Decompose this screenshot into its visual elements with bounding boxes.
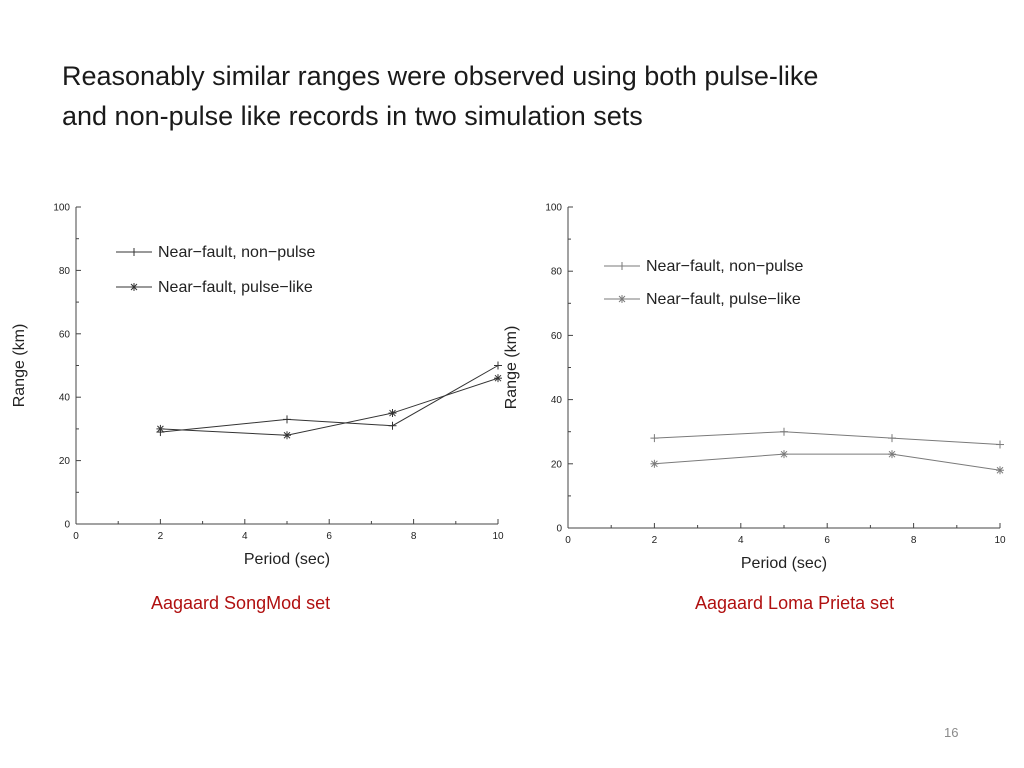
songmod-legend-1-marker-stroke xyxy=(130,283,138,291)
songmod-y-tick-label: 0 xyxy=(64,520,70,531)
loma-prieta-series-1-point xyxy=(650,459,659,468)
loma-prieta-series-1-point-stroke xyxy=(888,450,896,458)
songmod-x-tick-label: 0 xyxy=(73,531,79,542)
songmod-legend-1-label: Near−fault, pulse−like xyxy=(158,279,313,296)
slide-title: Reasonably similar ranges were observed … xyxy=(62,56,962,136)
loma-prieta-series-1-point-stroke xyxy=(651,460,658,468)
loma-prieta-series-0-point xyxy=(650,434,659,443)
songmod-series-0-line xyxy=(160,365,499,433)
songmod-x-tick-label: 4 xyxy=(242,531,248,542)
songmod-series-1-point xyxy=(283,431,291,440)
loma-prieta-series-1-point-stroke xyxy=(996,466,1004,474)
songmod-series-1-point xyxy=(494,374,502,383)
loma-prieta-x-tick-label: 8 xyxy=(911,535,917,546)
loma-prieta-y-tick-label: 0 xyxy=(556,524,562,535)
loma-prieta-y-tick-label: 60 xyxy=(551,331,563,342)
loma-prieta-series-0-point xyxy=(888,434,896,443)
songmod-series-0-point xyxy=(388,421,397,430)
songmod-series-1-point-stroke xyxy=(283,431,291,439)
songmod-x-tick-label: 6 xyxy=(326,531,332,542)
songmod-series-1-point-stroke xyxy=(389,409,396,417)
page-number: 16 xyxy=(944,725,959,740)
songmod-y-tick-label: 60 xyxy=(59,329,71,340)
loma-prieta-series-0-point xyxy=(780,427,788,436)
loma-prieta-x-axis-label: Period (sec) xyxy=(741,555,827,572)
loma-prieta-legend-1-marker xyxy=(618,295,626,303)
songmod-series-1-point xyxy=(388,409,397,418)
loma-prieta-x-tick-label: 4 xyxy=(738,535,744,546)
loma-prieta-series-1-point xyxy=(780,450,788,459)
songmod-y-tick-label: 80 xyxy=(59,266,71,277)
songmod-series-0-point xyxy=(494,361,502,370)
songmod-series-0-point xyxy=(283,415,291,424)
songmod-x-tick-label: 10 xyxy=(492,531,504,542)
loma-prieta-x-tick-label: 10 xyxy=(994,535,1006,546)
songmod-y-tick-label: 20 xyxy=(59,456,71,467)
songmod-series-1-point xyxy=(156,424,165,433)
slide-title-line: Reasonably similar ranges were observed … xyxy=(62,61,819,91)
loma-prieta-y-tick-label: 20 xyxy=(551,459,563,470)
songmod-chart: 0 20 40 60 80 100 0 2 4 6 8 10 Period (sec) Range (km… xyxy=(11,203,504,569)
loma-prieta-caption: Aagaard Loma Prieta set xyxy=(695,593,895,613)
loma-prieta-x-tick-label: 2 xyxy=(652,535,658,546)
songmod-x-axis-label: Period (sec) xyxy=(244,551,330,568)
loma-prieta-chart: 0 20 40 60 80 100 0 2 4 6 8 10 Period (sec) Range (km… xyxy=(503,203,1006,573)
songmod-legend-1-marker xyxy=(130,283,138,291)
songmod-caption: Aagaard SongMod set xyxy=(151,593,331,613)
loma-prieta-series-0-point xyxy=(996,440,1004,449)
songmod-series-1-point-stroke xyxy=(494,374,502,382)
loma-prieta-series-1-point xyxy=(996,466,1004,475)
songmod-series-1-point-stroke xyxy=(157,425,164,433)
loma-prieta-y-axis-label: Range (km) xyxy=(503,326,520,410)
loma-prieta-series-1-point xyxy=(888,450,896,459)
loma-prieta-y-tick-label: 100 xyxy=(545,203,562,214)
songmod-legend-0-marker xyxy=(130,248,138,256)
songmod-series-1-line xyxy=(160,377,499,436)
loma-prieta-y-tick-label: 40 xyxy=(551,395,563,406)
loma-prieta-series-1-point-stroke xyxy=(780,450,788,458)
songmod-x-tick-label: 8 xyxy=(411,531,417,542)
loma-prieta-series-0-line xyxy=(654,431,1001,446)
loma-prieta-x-tick-label: 0 xyxy=(565,535,571,546)
songmod-y-tick-label: 40 xyxy=(59,393,71,404)
loma-prieta-legend-0-marker xyxy=(618,262,626,270)
songmod-y-tick-label: 100 xyxy=(53,203,70,214)
songmod-legend-0-label: Near−fault, non−pulse xyxy=(158,244,316,261)
loma-prieta-legend-1-label: Near−fault, pulse−like xyxy=(646,291,801,308)
slide-title-line: and non-pulse like records in two simula… xyxy=(62,101,643,131)
songmod-x-tick-label: 2 xyxy=(158,531,164,542)
songmod-y-axis-label: Range (km) xyxy=(11,324,28,408)
loma-prieta-legend-1-marker-stroke xyxy=(618,295,626,303)
loma-prieta-series-1-line xyxy=(654,453,1001,471)
loma-prieta-legend-0-label: Near−fault, non−pulse xyxy=(646,258,804,275)
loma-prieta-x-tick-label: 6 xyxy=(824,535,830,546)
loma-prieta-y-tick-label: 80 xyxy=(551,267,563,278)
